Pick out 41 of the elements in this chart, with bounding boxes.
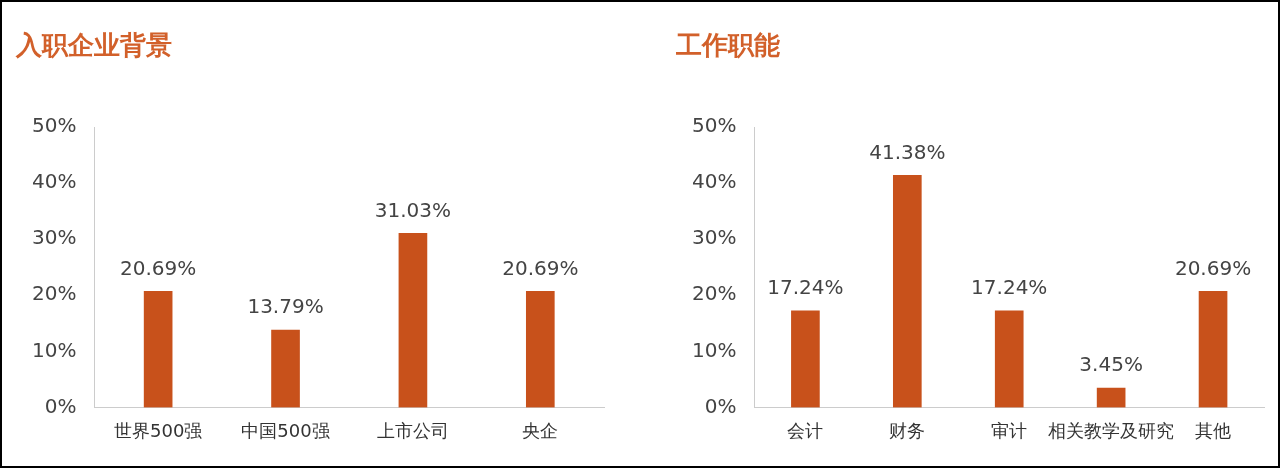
x-tick-label: 审计 (991, 419, 1028, 441)
data-label: 17.24% (971, 274, 1048, 299)
bar (398, 233, 428, 408)
data-label: 20.69% (502, 255, 579, 280)
data-label: 20.69% (1174, 255, 1252, 280)
data-label: 41.38% (869, 139, 946, 164)
bar (525, 291, 555, 408)
y-tick-label: 30% (32, 225, 77, 250)
y-tick-label: 10% (32, 337, 77, 362)
data-label: 17.24% (767, 274, 844, 299)
chart-title: 工作职能 (676, 29, 780, 62)
y-tick-label: 50% (32, 113, 77, 138)
y-tick-label: 50% (692, 113, 737, 138)
bar (1198, 291, 1228, 408)
x-tick-label: 会计 (787, 419, 824, 441)
bar (271, 329, 300, 408)
x-tick-label: 中国500强 (241, 419, 330, 441)
y-tick-label: 0% (704, 393, 737, 418)
bar (892, 175, 922, 408)
bar (143, 291, 173, 408)
data-label: 31.03% (374, 197, 452, 222)
x-tick-label: 财务 (889, 419, 926, 441)
y-tick-label: 20% (32, 281, 77, 306)
data-label: 13.79% (247, 294, 324, 319)
y-tick-label: 0% (44, 393, 77, 418)
bar (1096, 387, 1126, 408)
y-tick-label: 30% (692, 225, 737, 250)
data-label: 20.69% (120, 255, 197, 280)
chart-title: 入职企业背景 (16, 29, 172, 62)
data-label: 3.45% (1079, 352, 1143, 377)
x-tick-label: 相关教学及研究 (1048, 419, 1175, 441)
x-tick-label: 其他 (1195, 419, 1232, 441)
x-tick-label: 世界500强 (113, 419, 203, 441)
bar (791, 310, 820, 408)
y-tick-label: 40% (32, 169, 77, 194)
y-tick-label: 10% (692, 337, 737, 362)
y-tick-label: 40% (692, 169, 737, 194)
bar (994, 310, 1024, 408)
y-tick-label: 20% (692, 281, 737, 306)
x-tick-label: 央企 (522, 419, 559, 441)
x-tick-label: 上市公司 (376, 419, 449, 441)
